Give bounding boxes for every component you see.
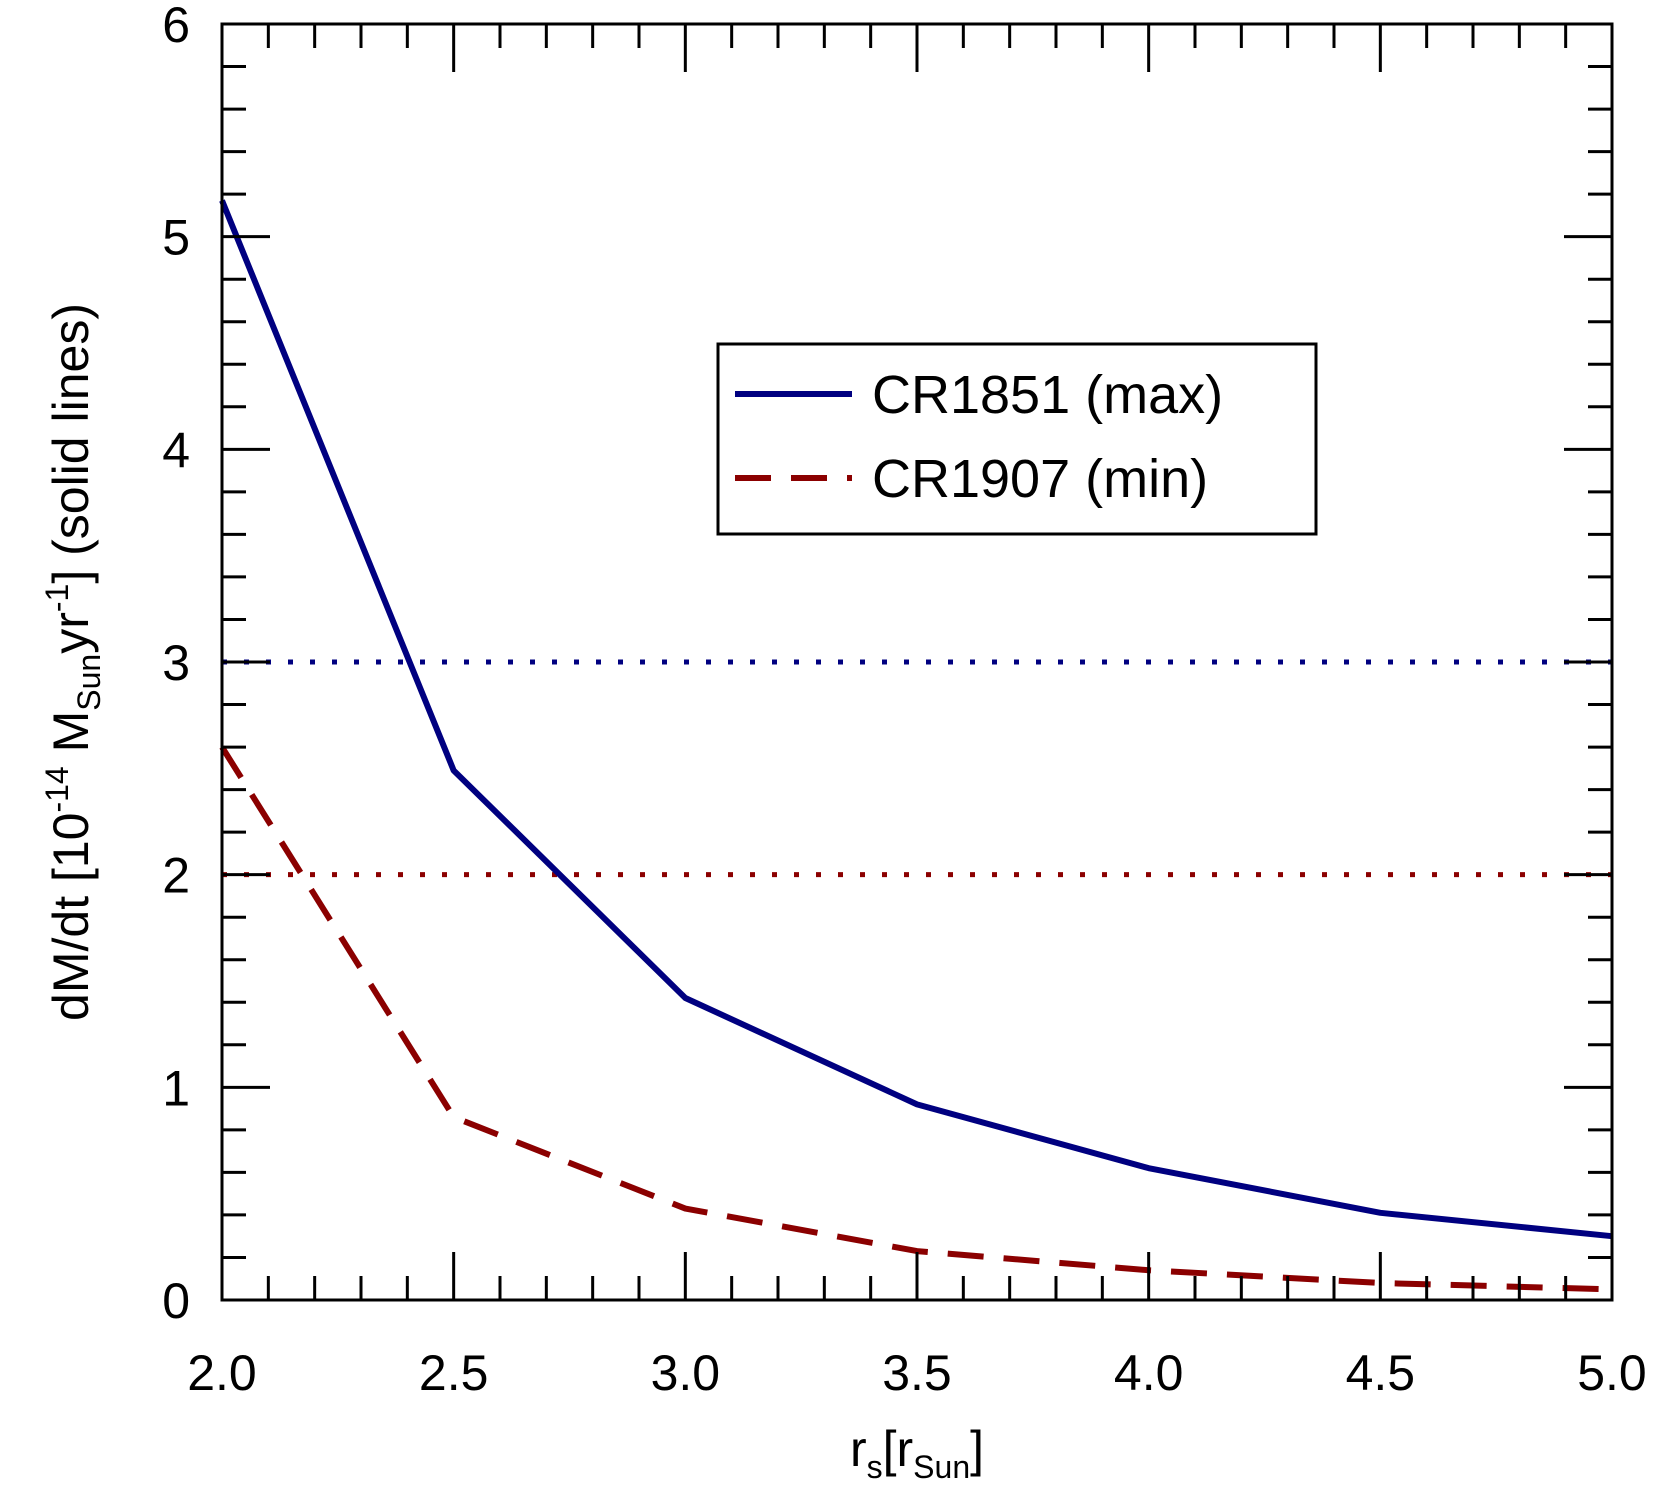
x-tick-label: 4.0 xyxy=(1114,1345,1184,1401)
legend-box xyxy=(716,342,1318,536)
x-tick-label: 2.5 xyxy=(419,1345,489,1401)
legend-label-cr1907: CR1907 (min) xyxy=(872,449,1208,509)
legend-label-cr1851: CR1851 (max) xyxy=(872,365,1223,425)
axis-ticks xyxy=(220,22,1614,1302)
series-lines xyxy=(219,199,1613,1293)
y-tick-label: 4 xyxy=(162,422,190,478)
y-tick-labels: 0 1 2 3 4 5 6 xyxy=(162,0,190,1329)
y-axis-label: dM/dt [10-14 MSunyr-1] (solid lines) xyxy=(39,303,107,1021)
y-tick-label: 2 xyxy=(162,848,190,904)
x-axis-label: rs[rSun] xyxy=(850,1421,984,1485)
legend: CR1851 (max) CR1907 (min) xyxy=(716,342,1318,536)
y-tick-label: 1 xyxy=(162,1060,190,1116)
x-tick-label: 4.5 xyxy=(1346,1345,1416,1401)
x-tick-label: 2.0 xyxy=(187,1345,257,1401)
x-tick-label: 5.0 xyxy=(1577,1345,1647,1401)
plot-frame xyxy=(220,22,1614,1302)
y-tick-label: 3 xyxy=(162,635,190,691)
x-tick-label: 3.0 xyxy=(651,1345,721,1401)
x-tick-labels: 2.0 2.5 3.0 3.5 4.0 4.5 5.0 xyxy=(187,1345,1647,1401)
reference-lines xyxy=(222,659,1612,878)
y-tick-label: 5 xyxy=(162,210,190,266)
series-line-cr1907-min xyxy=(219,745,1613,1293)
series-line-cr1851-max xyxy=(219,199,1613,1240)
x-tick-label: 3.5 xyxy=(882,1345,952,1401)
y-tick-label: 6 xyxy=(162,0,190,53)
y-tick-label: 0 xyxy=(162,1273,190,1329)
